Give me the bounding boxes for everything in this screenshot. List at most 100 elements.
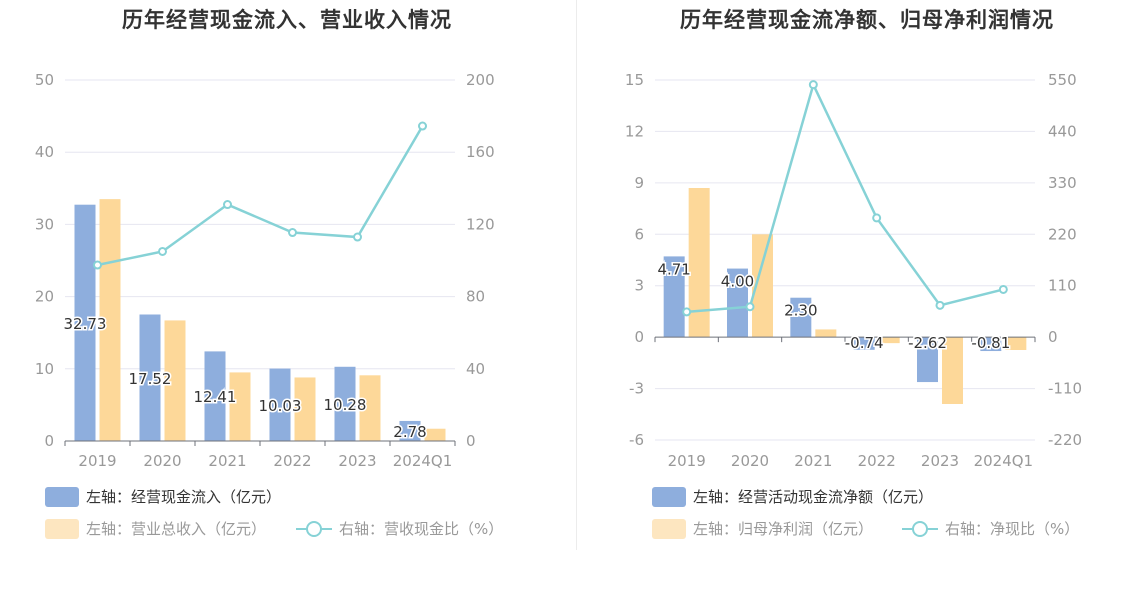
bar-series2 xyxy=(99,199,121,441)
y-right-tick-label: 120 xyxy=(466,215,495,233)
ratio-point xyxy=(745,302,755,312)
legend-label: 左轴：归母净利润（亿元） xyxy=(693,520,874,538)
ratio-point xyxy=(158,246,167,256)
legend-label: 左轴：经营活动现金流净额（亿元） xyxy=(693,488,934,506)
bar-series2 xyxy=(229,372,251,441)
bar-series1 xyxy=(663,256,685,338)
y-right-tick-label: 80 xyxy=(466,288,485,306)
bar-series1 xyxy=(727,268,748,338)
legend-swatch-orange xyxy=(45,518,79,539)
data-label: -0.74 xyxy=(845,334,884,352)
y-left-tick-label: 0 xyxy=(44,432,54,450)
ratio-point xyxy=(682,307,692,317)
legend-label: 右轴：净现比（%） xyxy=(945,520,1080,538)
y-left-tick-label: 30 xyxy=(35,215,54,233)
legend-item-ratio[interactable]: 右轴：营收现金比（%） xyxy=(296,518,503,539)
data-label: 2.30 xyxy=(784,302,817,320)
y-left-tick-label: 3 xyxy=(634,277,644,295)
x-tick-label: 2019 xyxy=(78,452,116,470)
bar-series1 xyxy=(399,420,421,441)
y-left-tick-label: -3 xyxy=(629,380,644,398)
legend-item-cash-inflow[interactable]: 左轴：经营现金流入（亿元） xyxy=(45,486,281,507)
x-tick-label: 2022 xyxy=(858,452,896,470)
bar-series1 xyxy=(269,368,291,441)
ratio-point xyxy=(93,260,102,270)
legend-swatch-blue xyxy=(45,486,79,507)
x-tick-label: 2021 xyxy=(208,452,246,470)
data-label: 10.03 xyxy=(259,397,302,415)
y-right-tick-label: 220 xyxy=(1048,225,1077,243)
legend-item-revenue[interactable]: 左轴：营业总收入（亿元） xyxy=(45,518,266,539)
bar-series2 xyxy=(359,375,381,441)
bar-series2 xyxy=(942,337,963,404)
ratio-line xyxy=(97,125,424,267)
y-right-tick-label: 550 xyxy=(1048,71,1077,89)
chart-panel-left: 历年经营现金流入、营业收入情况 0 10 20 30 40 50 0 40 80 120 160 20… xyxy=(0,0,574,560)
bar-series1 xyxy=(204,351,226,441)
bar-series2 xyxy=(1005,337,1027,350)
y-left-tick-label: 10 xyxy=(35,360,54,378)
x-tick-label: 2022 xyxy=(273,452,311,470)
y-left-tick-label: 20 xyxy=(35,288,54,306)
x-tick-label: 2020 xyxy=(731,452,769,470)
data-label: 2.78 xyxy=(393,423,426,441)
y-right-tick-label: -110 xyxy=(1048,380,1082,398)
ratio-point xyxy=(223,200,232,210)
x-tick-label: 2024Q1 xyxy=(393,452,453,470)
legend-item-net-cash[interactable]: 左轴：经营活动现金流净额（亿元） xyxy=(652,486,933,507)
legend-item-net-profit[interactable]: 左轴：归母净利润（亿元） xyxy=(652,518,873,539)
x-tick-label: 2023 xyxy=(338,452,376,470)
ratio-point xyxy=(418,121,427,131)
x-tick-label: 2024Q1 xyxy=(974,452,1034,470)
ratio-point xyxy=(353,232,362,242)
y-left-tick-label: 0 xyxy=(634,328,644,346)
bar-series1 xyxy=(853,337,875,350)
panel-divider xyxy=(576,0,577,550)
data-label: 10.28 xyxy=(324,396,367,414)
y-left-tick-label: 50 xyxy=(35,71,54,89)
bar-series1 xyxy=(917,337,938,383)
bar-series1 xyxy=(790,297,812,338)
data-label: -0.81 xyxy=(971,334,1010,352)
y-right-tick-label: 0 xyxy=(466,432,476,450)
y-left-tick-label: 15 xyxy=(625,71,644,89)
y-left-tick-label: 40 xyxy=(35,143,54,161)
bar-series2 xyxy=(424,428,446,441)
bar-series1 xyxy=(980,337,1002,352)
ratio-point xyxy=(872,213,882,223)
y-left-tick-label: 6 xyxy=(634,225,644,243)
x-tick-label: 2019 xyxy=(668,452,706,470)
x-tick-label: 2021 xyxy=(794,452,832,470)
legend-item-net-ratio[interactable]: 右轴：净现比（%） xyxy=(902,518,1079,539)
y-left-tick-label: 9 xyxy=(634,174,644,192)
x-tick-label: 2020 xyxy=(143,452,181,470)
bar-series2 xyxy=(294,377,316,441)
data-label: 17.52 xyxy=(129,370,172,388)
chart-title: 历年经营现金流入、营业收入情况 xyxy=(122,8,452,32)
y-right-tick-label: 110 xyxy=(1048,277,1077,295)
ratio-point xyxy=(935,300,945,310)
bar-series1 xyxy=(139,314,161,441)
y-left-tick-label: 12 xyxy=(625,122,644,140)
legend-swatch-orange xyxy=(652,518,686,539)
ratio-point xyxy=(288,228,297,238)
chart-right-plot: -6 -3 0 3 6 9 12 15 -220 -110 0 110 220 330 440 550 2019… xyxy=(625,71,1082,470)
chart-panel-right: 历年经营现金流净额、归母净利润情况 -6 -3 0 3 6 9 12 15 -220 -110 0 1… xyxy=(580,0,1148,560)
legend-line-icon xyxy=(902,519,938,539)
legend-label: 左轴：经营现金流入（亿元） xyxy=(86,488,282,506)
x-tick-label: 2023 xyxy=(921,452,959,470)
data-label: 4.71 xyxy=(657,260,690,278)
bar-series2 xyxy=(878,337,900,344)
data-label: 32.73 xyxy=(64,315,107,333)
data-label: -2.62 xyxy=(908,334,947,352)
ratio-line xyxy=(686,81,1004,314)
chart-left-plot: 0 10 20 30 40 50 0 40 80 120 160 200 2019 2020 2021 202… xyxy=(35,71,495,470)
data-label: 4.00 xyxy=(721,273,754,291)
y-right-tick-label: 200 xyxy=(466,71,495,89)
y-right-tick-label: 330 xyxy=(1048,174,1077,192)
ratio-point xyxy=(808,80,818,90)
legend-label: 左轴：营业总收入（亿元） xyxy=(86,520,267,538)
y-right-tick-label: 40 xyxy=(466,360,485,378)
bar-series2 xyxy=(164,320,186,441)
y-right-tick-label: 0 xyxy=(1048,328,1058,346)
